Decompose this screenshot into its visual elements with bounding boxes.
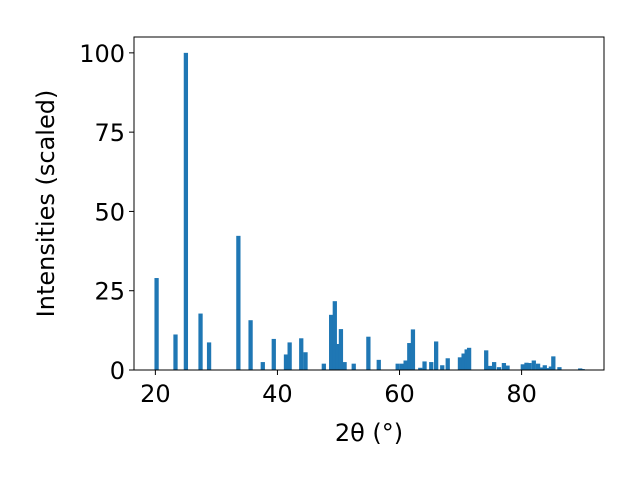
bar	[248, 320, 253, 370]
bar	[464, 349, 469, 370]
bar	[440, 365, 445, 370]
bar	[445, 358, 450, 370]
bar	[173, 334, 178, 370]
bar	[578, 368, 583, 370]
bar	[548, 366, 554, 370]
bar	[376, 359, 381, 370]
y-tick-label: 75	[94, 119, 125, 147]
bar	[236, 235, 241, 370]
bar	[535, 363, 541, 370]
bars-group	[154, 52, 585, 371]
bar	[545, 368, 550, 370]
bar	[321, 363, 326, 370]
x-tick-label: 20	[140, 380, 171, 408]
bar	[505, 365, 510, 370]
bar	[557, 367, 562, 370]
bar	[366, 336, 371, 370]
bar	[351, 363, 356, 370]
bar	[342, 362, 347, 370]
bar	[407, 343, 412, 370]
bar	[531, 360, 536, 370]
y-ticks-group: 0 25 50 75 100	[79, 40, 134, 385]
bar	[271, 338, 276, 370]
bar	[496, 367, 502, 370]
x-tick-label: 60	[384, 380, 415, 408]
bar	[520, 364, 525, 370]
bar	[299, 338, 304, 370]
bar	[491, 362, 497, 370]
bar	[429, 362, 434, 370]
bar	[283, 354, 289, 370]
bar	[206, 342, 212, 370]
x-tick-label: 40	[262, 380, 293, 408]
bar	[542, 365, 547, 370]
y-axis-label: Intensities (scaled)	[32, 90, 60, 318]
bar	[466, 347, 472, 370]
bar	[399, 363, 405, 370]
bar	[487, 365, 492, 370]
bar	[524, 362, 529, 370]
bar	[422, 361, 427, 370]
y-tick-label: 100	[79, 40, 125, 68]
bar	[551, 356, 556, 370]
bar	[338, 329, 344, 370]
bar	[501, 363, 507, 370]
bar	[434, 341, 439, 370]
bar	[183, 52, 189, 371]
bar	[329, 314, 334, 370]
y-tick-label: 0	[110, 357, 125, 385]
bar	[154, 278, 159, 370]
bar	[303, 352, 308, 370]
plot-frame	[133, 36, 605, 371]
x-tick-label: 80	[506, 380, 537, 408]
bar	[527, 363, 532, 370]
bar	[539, 367, 544, 370]
bar	[461, 353, 466, 370]
x-ticks-group: 20 40 60 80	[140, 370, 537, 408]
bar	[484, 350, 489, 370]
y-tick-label: 25	[94, 278, 125, 306]
bar	[410, 329, 416, 370]
y-tick-label: 50	[94, 198, 125, 226]
bar	[418, 367, 423, 370]
bar	[287, 342, 292, 370]
bar	[198, 313, 203, 370]
bar	[260, 362, 265, 370]
x-axis-label: 2θ (°)	[335, 419, 403, 447]
bar	[335, 343, 340, 370]
bar	[457, 357, 463, 370]
bar	[403, 360, 408, 370]
bar	[332, 301, 337, 370]
bar	[395, 363, 400, 370]
